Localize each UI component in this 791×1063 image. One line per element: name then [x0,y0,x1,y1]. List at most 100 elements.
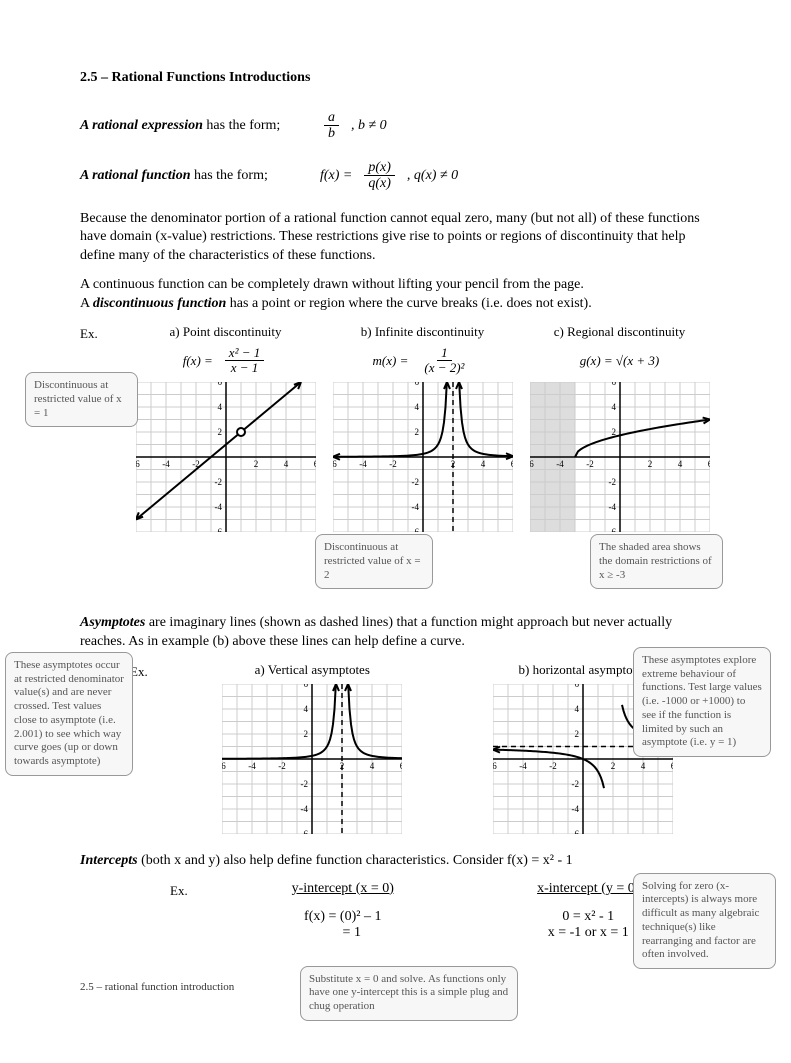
callout-7: Solving for zero (x-intercepts) is alway… [633,873,776,970]
svg-text:4: 4 [283,459,288,469]
svg-text:2: 2 [574,729,579,739]
chart-point-discontinuity: -6-4-2246-6-4-2246 [136,382,316,532]
paragraph-1: Because the denominator portion of a rat… [80,210,711,267]
example-label-3: Ex. [170,881,220,941]
svg-text:-6: -6 [214,527,222,532]
callout-4: These asymptotes occur at restricted den… [5,652,133,776]
svg-text:-2: -2 [411,477,419,487]
expr-den: b [324,126,339,141]
para2a: A continuous function can be completely … [80,277,584,292]
example-label: Ex. [80,324,120,342]
svg-text:-6: -6 [301,829,309,834]
func-lhs: f(x) = [320,168,352,184]
svg-text:2: 2 [611,761,616,771]
int-intro-a: Intercepts [80,853,138,868]
svg-text:-4: -4 [214,502,222,512]
chart-vertical-asymptote: -6-4-2246-6-4-2246 [222,684,402,834]
expression-label-rest: has the form; [203,118,280,133]
svg-text:-4: -4 [249,761,257,771]
svg-text:-2: -2 [549,761,557,771]
callout-1: Discontinuous at restricted value of x =… [25,372,138,427]
svg-text:6: 6 [304,684,309,689]
svg-text:4: 4 [304,704,309,714]
expression-label-em: A rational expression [80,118,203,133]
svg-text:2: 2 [217,427,222,437]
svg-text:-6: -6 [493,761,497,771]
intercepts-intro: Intercepts (both x and y) also help defi… [80,852,711,871]
svg-text:6: 6 [400,761,402,771]
svg-text:-2: -2 [586,459,594,469]
svg-text:-4: -4 [608,502,616,512]
disc-a-title: a) Point discontinuity [170,324,282,340]
disc-c-eq: g(x) = √(x + 3) [580,353,660,369]
func-num: p(x) [364,160,395,176]
y-intercept-label: y-intercept (x = 0) [220,881,466,897]
disc-c-title: c) Regional discontinuity [554,324,685,340]
svg-text:6: 6 [611,382,616,387]
svg-text:6: 6 [671,761,673,771]
func-den: q(x) [364,176,395,191]
callout-5: These asymptotes explore extreme behavio… [633,647,771,757]
disc-a-num: x² − 1 [225,346,264,361]
function-label-em: A rational function [80,168,190,183]
page-title: 2.5 – Rational Functions Introductions [80,70,711,86]
svg-text:4: 4 [641,761,646,771]
svg-text:2: 2 [304,729,309,739]
svg-text:-4: -4 [162,459,170,469]
svg-text:-6: -6 [136,459,140,469]
para2d: has a point or region where the curve br… [226,296,591,311]
example-label-2: Ex. [130,662,170,680]
svg-text:6: 6 [414,382,419,387]
expr-num: a [324,110,339,126]
chart-regional-discontinuity: -6-4-2246-6-4-2246 [530,382,710,532]
asymp-b-title: b) horizontal asymptotes [518,662,647,678]
disc-b-lhs: m(x) = [373,353,409,369]
disc-b-title: b) Infinite discontinuity [361,324,484,340]
definition-function: A rational function has the form; f(x) =… [80,160,711,192]
svg-text:-2: -2 [389,459,397,469]
disc-a-den: x − 1 [227,361,263,375]
svg-text:6: 6 [510,459,512,469]
svg-text:6: 6 [313,459,315,469]
definition-expression: A rational expression has the form; ab ,… [80,110,711,142]
svg-text:4: 4 [611,402,616,412]
asymptote-intro: Asymptotes are imaginary lines (shown as… [80,614,711,652]
para2c: discontinuous function [93,296,226,311]
paragraph-2: A continuous function can be completely … [80,276,711,314]
svg-text:4: 4 [677,459,682,469]
y-int-l1: f(x) = (0)² – 1 [220,909,466,925]
asymp-intro-b: are imaginary lines (shown as dashed lin… [80,615,672,649]
function-label-rest: has the form; [190,168,267,183]
svg-text:-4: -4 [411,502,419,512]
svg-text:-6: -6 [411,527,419,532]
svg-text:-6: -6 [222,761,226,771]
svg-text:-6: -6 [608,527,616,532]
svg-text:2: 2 [414,427,419,437]
chart-infinite-discontinuity: -6-4-2246-6-4-2246 [333,382,513,532]
svg-text:-4: -4 [301,804,309,814]
svg-text:2: 2 [647,459,652,469]
svg-text:-4: -4 [571,804,579,814]
expr-cond: , b ≠ 0 [351,118,387,134]
svg-text:6: 6 [217,382,222,387]
svg-text:-4: -4 [556,459,564,469]
svg-text:6: 6 [574,684,579,689]
svg-text:-2: -2 [608,477,616,487]
svg-text:4: 4 [574,704,579,714]
svg-text:4: 4 [480,459,485,469]
svg-text:-2: -2 [301,779,309,789]
svg-text:6: 6 [707,459,709,469]
callout-3: The shaded area shows the domain restric… [590,534,723,589]
svg-text:4: 4 [414,402,419,412]
disc-b-num: 1 [437,346,452,361]
svg-text:-4: -4 [359,459,367,469]
svg-text:-6: -6 [333,459,337,469]
callout-6: Substitute x = 0 and solve. As functions… [300,966,518,1021]
svg-text:4: 4 [217,402,222,412]
svg-text:-2: -2 [571,779,579,789]
svg-text:-2: -2 [214,477,222,487]
asymp-a-title: a) Vertical asymptotes [255,662,370,678]
y-int-l2: = 1 [238,925,466,941]
disc-b-den: (x − 2)² [420,361,468,375]
int-intro-b: (both x and y) also help define function… [138,853,573,868]
